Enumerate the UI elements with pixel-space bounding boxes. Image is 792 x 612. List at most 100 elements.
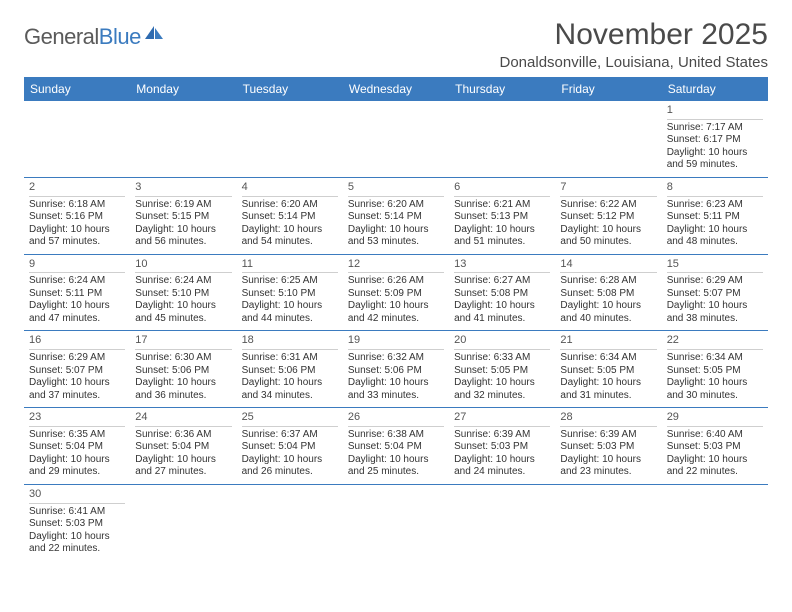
day-dl2: and 25 minutes. xyxy=(348,466,444,479)
logo-text-gray: General xyxy=(24,24,99,49)
day-dl2: and 44 minutes. xyxy=(242,313,338,326)
day-cell: 29Sunrise: 6:40 AMSunset: 5:03 PMDayligh… xyxy=(662,408,768,484)
day-number: 22 xyxy=(667,334,763,350)
day-dl2: and 29 minutes. xyxy=(29,466,125,479)
day-sunrise: Sunrise: 7:17 AM xyxy=(667,122,763,135)
day-sunset: Sunset: 5:04 PM xyxy=(348,441,444,454)
day-sunset: Sunset: 5:05 PM xyxy=(560,365,656,378)
day-dl1: Daylight: 10 hours xyxy=(560,224,656,237)
day-sunset: Sunset: 5:05 PM xyxy=(667,365,763,378)
day-cell: 18Sunrise: 6:31 AMSunset: 5:06 PMDayligh… xyxy=(237,331,343,407)
day-sunrise: Sunrise: 6:39 AM xyxy=(454,429,550,442)
day-number: 2 xyxy=(29,181,125,197)
day-dl1: Daylight: 10 hours xyxy=(135,300,231,313)
day-number: 19 xyxy=(348,334,444,350)
day-dl1: Daylight: 10 hours xyxy=(29,454,125,467)
day-sunrise: Sunrise: 6:38 AM xyxy=(348,429,444,442)
day-sunset: Sunset: 5:07 PM xyxy=(667,288,763,301)
day-sunrise: Sunrise: 6:29 AM xyxy=(29,352,125,365)
day-dl2: and 54 minutes. xyxy=(242,236,338,249)
title-block: November 2025 Donaldsonville, Louisiana,… xyxy=(500,18,769,71)
day-dl1: Daylight: 10 hours xyxy=(667,377,763,390)
day-cell: 27Sunrise: 6:39 AMSunset: 5:03 PMDayligh… xyxy=(449,408,555,484)
day-cell: 8Sunrise: 6:23 AMSunset: 5:11 PMDaylight… xyxy=(662,178,768,254)
weekday-header: Friday xyxy=(555,77,661,101)
day-number: 16 xyxy=(29,334,125,350)
day-number: 20 xyxy=(454,334,550,350)
day-cell-empty xyxy=(130,101,236,177)
day-dl2: and 23 minutes. xyxy=(560,466,656,479)
day-number: 3 xyxy=(135,181,231,197)
day-sunrise: Sunrise: 6:32 AM xyxy=(348,352,444,365)
day-sunrise: Sunrise: 6:41 AM xyxy=(29,506,125,519)
day-dl2: and 59 minutes. xyxy=(667,159,763,172)
day-number: 11 xyxy=(242,258,338,274)
day-sunrise: Sunrise: 6:30 AM xyxy=(135,352,231,365)
month-title: November 2025 xyxy=(500,18,769,52)
day-sunrise: Sunrise: 6:36 AM xyxy=(135,429,231,442)
day-cell: 16Sunrise: 6:29 AMSunset: 5:07 PMDayligh… xyxy=(24,331,130,407)
day-cell: 21 Sunrise: 6:34 AMSunset: 5:05 PMDayligh… xyxy=(555,331,661,407)
weekday-header-row: Sunday Monday Tuesday Wednesday Thursday… xyxy=(24,77,768,101)
day-dl1: Daylight: 10 hours xyxy=(560,377,656,390)
day-sunset: Sunset: 5:07 PM xyxy=(29,365,125,378)
day-sunset: Sunset: 5:06 PM xyxy=(135,365,231,378)
day-dl1: Daylight: 10 hours xyxy=(242,300,338,313)
day-dl2: and 47 minutes. xyxy=(29,313,125,326)
day-sunrise: Sunrise: 6:34 AM xyxy=(560,352,656,365)
day-sunrise: Sunrise: 6:25 AM xyxy=(242,275,338,288)
day-sunrise: Sunrise: 6:34 AM xyxy=(667,352,763,365)
day-dl1: Daylight: 10 hours xyxy=(667,454,763,467)
location: Donaldsonville, Louisiana, United States xyxy=(500,54,769,71)
day-dl2: and 31 minutes. xyxy=(560,390,656,403)
day-sunset: Sunset: 5:04 PM xyxy=(242,441,338,454)
day-number: 25 xyxy=(242,411,338,427)
day-dl1: Daylight: 10 hours xyxy=(135,377,231,390)
day-sunset: Sunset: 5:04 PM xyxy=(135,441,231,454)
day-dl2: and 38 minutes. xyxy=(667,313,763,326)
day-sunset: Sunset: 5:10 PM xyxy=(135,288,231,301)
day-number: 21 xyxy=(560,334,656,350)
day-dl2: and 45 minutes. xyxy=(135,313,231,326)
day-cell-empty xyxy=(555,101,661,177)
day-dl1: Daylight: 10 hours xyxy=(454,224,550,237)
day-cell: 22 Sunrise: 6:34 AMSunset: 5:05 PMDayligh… xyxy=(662,331,768,407)
day-sunrise: Sunrise: 6:20 AM xyxy=(242,199,338,212)
day-sunrise: Sunrise: 6:20 AM xyxy=(348,199,444,212)
day-dl1: Daylight: 10 hours xyxy=(667,224,763,237)
day-dl2: and 57 minutes. xyxy=(29,236,125,249)
day-cell: 30Sunrise: 6:41 AMSunset: 5:03 PMDayligh… xyxy=(24,485,130,561)
day-dl1: Daylight: 10 hours xyxy=(454,377,550,390)
day-dl2: and 22 minutes. xyxy=(29,543,125,556)
day-number: 29 xyxy=(667,411,763,427)
day-number: 9 xyxy=(29,258,125,274)
day-number: 10 xyxy=(135,258,231,274)
day-sunset: Sunset: 5:11 PM xyxy=(29,288,125,301)
day-sunset: Sunset: 6:17 PM xyxy=(667,134,763,147)
day-cell: 1Sunrise: 7:17 AMSunset: 6:17 PMDaylight… xyxy=(662,101,768,177)
day-dl1: Daylight: 10 hours xyxy=(667,147,763,160)
week-row: 2Sunrise: 6:18 AMSunset: 5:16 PMDaylight… xyxy=(24,178,768,255)
day-dl2: and 30 minutes. xyxy=(667,390,763,403)
day-cell-empty xyxy=(237,485,343,561)
day-sunrise: Sunrise: 6:24 AM xyxy=(135,275,231,288)
day-cell: 26Sunrise: 6:38 AMSunset: 5:04 PMDayligh… xyxy=(343,408,449,484)
day-sunset: Sunset: 5:03 PM xyxy=(29,518,125,531)
day-cell-empty xyxy=(449,485,555,561)
day-sunset: Sunset: 5:16 PM xyxy=(29,211,125,224)
day-number: 28 xyxy=(560,411,656,427)
day-sunrise: Sunrise: 6:23 AM xyxy=(667,199,763,212)
day-cell: 2Sunrise: 6:18 AMSunset: 5:16 PMDaylight… xyxy=(24,178,130,254)
day-dl2: and 36 minutes. xyxy=(135,390,231,403)
day-sunset: Sunset: 5:08 PM xyxy=(560,288,656,301)
day-dl2: and 42 minutes. xyxy=(348,313,444,326)
day-cell: 19Sunrise: 6:32 AMSunset: 5:06 PMDayligh… xyxy=(343,331,449,407)
day-number: 5 xyxy=(348,181,444,197)
day-sunset: Sunset: 5:03 PM xyxy=(454,441,550,454)
weekday-header: Wednesday xyxy=(343,77,449,101)
day-cell: 25Sunrise: 6:37 AMSunset: 5:04 PMDayligh… xyxy=(237,408,343,484)
day-sunrise: Sunrise: 6:35 AM xyxy=(29,429,125,442)
day-dl1: Daylight: 10 hours xyxy=(242,224,338,237)
day-dl2: and 56 minutes. xyxy=(135,236,231,249)
day-cell: 5Sunrise: 6:20 AMSunset: 5:14 PMDaylight… xyxy=(343,178,449,254)
